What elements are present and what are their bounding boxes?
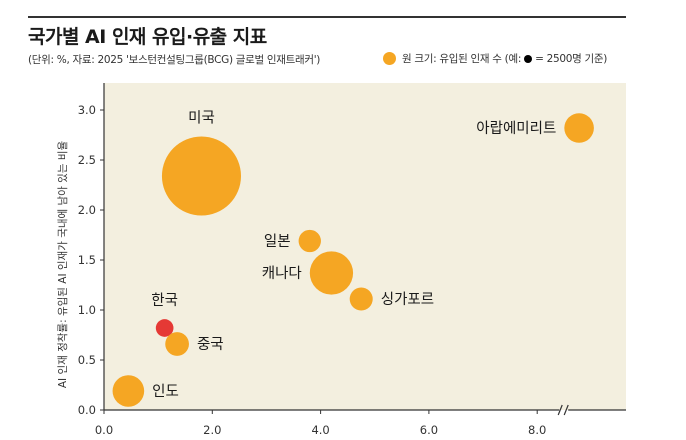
size-legend: 원 크기: 유입된 인재 수 (예: = 2500명 기준) xyxy=(383,51,607,66)
bubble xyxy=(309,251,354,295)
legend-reference-dot-icon xyxy=(524,54,533,63)
header-rule xyxy=(28,16,626,18)
y-tick-label: 2.5 xyxy=(78,153,96,167)
axes: 0.0 0.5 1.0 1.5 2.0 2.5 3.0 0.0 2.0 4.0 6.0 8.0 xyxy=(78,83,626,437)
y-tick-label: 1.0 xyxy=(78,303,96,317)
y-tick-label: 3.0 xyxy=(78,103,96,117)
x-tick-label: 6.0 xyxy=(420,423,438,437)
x-tick-label: 4.0 xyxy=(311,423,329,437)
y-tick-label: 1.5 xyxy=(78,253,96,267)
chart-title: 국가별 AI 인재 유입·유출 지표 xyxy=(28,26,267,48)
y-tick-label: 2.0 xyxy=(78,203,96,217)
legend-bubble-icon xyxy=(383,52,396,65)
legend-prefix: 원 크기: 유입된 인재 수 (예: xyxy=(402,53,522,65)
point-label: 중국 xyxy=(197,337,224,353)
chart-source-note: (단위: %, 자료: 2025 '보스턴컨설팅그룹(BCG) 글로벌 인재트래… xyxy=(28,54,321,66)
bubbles xyxy=(112,113,594,407)
y-tick-label: 0.5 xyxy=(78,353,96,367)
y-tick-label: 0.0 xyxy=(78,403,96,417)
x-tick-label: 0.0 xyxy=(95,423,113,437)
bubble xyxy=(298,229,321,253)
bubble xyxy=(165,332,189,356)
x-tick-label: 8.0 xyxy=(528,423,546,437)
bubble xyxy=(349,287,373,311)
point-label: 캐나다 xyxy=(262,265,302,282)
bubble xyxy=(155,319,174,337)
point-label: 인도 xyxy=(152,383,179,400)
point-label: 싱가포르 xyxy=(381,291,434,308)
point-label: 한국 xyxy=(151,292,178,309)
plot-area xyxy=(104,83,626,410)
legend-suffix: = 2500명 기준) xyxy=(535,53,608,65)
point-label: 아랍에미리트 xyxy=(476,120,556,137)
point-label: 미국 xyxy=(188,109,215,126)
bubble xyxy=(564,113,594,143)
bubble xyxy=(112,375,145,407)
bubble xyxy=(161,136,241,216)
axis-break-mark xyxy=(563,404,569,416)
point-label: 일본 xyxy=(264,233,291,250)
y-axis-label: AI 인재 정착률: 유입된 AI 인재가 국내에 남아 있는 비율 xyxy=(56,140,69,388)
axis-break-mark xyxy=(557,404,563,416)
x-tick-label: 2.0 xyxy=(203,423,221,437)
